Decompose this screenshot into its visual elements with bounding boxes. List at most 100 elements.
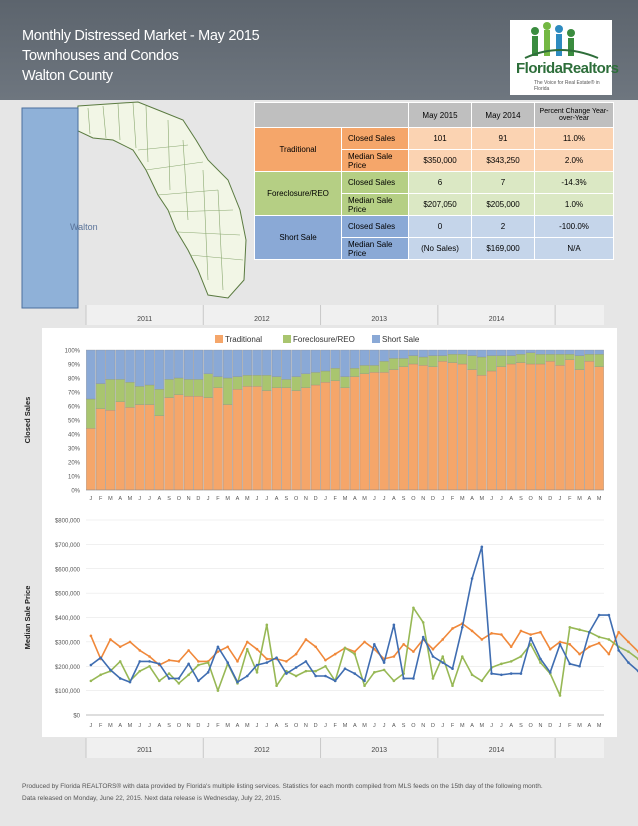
legend-label: Short Sale: [382, 335, 420, 344]
year-band-bottom: [86, 738, 604, 758]
month-label: M: [480, 496, 485, 502]
bar-segment: [565, 349, 575, 355]
bar-segment: [398, 349, 409, 359]
bar-segment: [154, 389, 165, 416]
bar-segment: [164, 349, 174, 380]
month-label: A: [470, 723, 474, 729]
month-label: J: [324, 723, 327, 729]
legend-label: Foreclosure/REO: [293, 335, 355, 344]
bar-segment: [174, 377, 184, 395]
bar-segment: [516, 354, 526, 363]
bar-segment: [408, 355, 419, 365]
bar-segment: [584, 349, 595, 355]
month-label: M: [343, 723, 348, 729]
month-label: J: [383, 723, 386, 729]
bar-segment: [164, 397, 174, 491]
bar-segment: [535, 363, 546, 491]
data-point: [353, 652, 357, 656]
month-label: N: [538, 723, 542, 729]
data-point: [480, 679, 484, 683]
data-point: [441, 638, 445, 641]
walton-map-label: Walton: [70, 222, 98, 232]
data-point: [441, 661, 445, 664]
data-point: [324, 658, 327, 662]
data-point: [597, 641, 601, 645]
bar-segment: [457, 354, 468, 365]
data-point: [500, 633, 503, 636]
month-label: A: [275, 723, 279, 729]
month-label: A: [118, 496, 122, 502]
value-cell: $350,000: [408, 149, 472, 172]
data-point: [548, 671, 552, 674]
y-tick-label: $200,000: [55, 665, 81, 671]
month-label: J: [500, 723, 503, 729]
data-point: [578, 628, 581, 631]
bar-segment: [340, 376, 350, 388]
bar-segment: [369, 349, 380, 366]
bar-segment: [350, 349, 360, 369]
data-point: [265, 657, 269, 661]
data-point: [470, 577, 474, 580]
logo-wordmark: FloridaRealtors: [516, 60, 619, 77]
metric-label: Median Sale Price: [341, 149, 409, 172]
data-point: [500, 662, 503, 666]
data-point: [568, 625, 572, 629]
data-point: [607, 613, 611, 617]
bar-segment: [584, 354, 595, 362]
year-label: 2013: [371, 747, 387, 754]
bar-segment: [183, 396, 194, 491]
bar-segment: [183, 349, 194, 380]
y-tick-label: $0: [73, 714, 80, 720]
bar-segment: [115, 349, 125, 380]
bar-segment: [477, 375, 487, 491]
bar-segment: [310, 384, 321, 491]
walton-county-shape: [21, 107, 79, 309]
data-point: [431, 647, 435, 651]
month-label: S: [285, 496, 289, 502]
bar-segment: [291, 349, 301, 377]
value-cell: 6: [408, 171, 472, 194]
bar-segment: [281, 387, 292, 491]
bar-segment: [398, 366, 409, 491]
month-label: J: [207, 723, 210, 729]
bar-segment: [135, 386, 145, 405]
footer-source: Produced by Florida REALTORS® with data …: [22, 783, 543, 790]
data-point: [314, 674, 317, 678]
data-point: [255, 671, 259, 674]
bar-segment: [301, 387, 311, 491]
bar-segment: [301, 373, 311, 388]
data-point: [539, 661, 542, 664]
month-label: N: [304, 723, 308, 729]
data-point: [216, 645, 220, 649]
data-point: [216, 689, 220, 692]
month-label: A: [236, 496, 240, 502]
bar-segment: [379, 349, 389, 362]
data-point: [460, 625, 464, 629]
month-label: J: [265, 723, 268, 729]
month-label: M: [128, 723, 133, 729]
data-point: [627, 650, 630, 653]
bar-segment: [281, 379, 292, 388]
value-cell: 7: [471, 171, 535, 194]
bar-segment: [359, 365, 370, 374]
month-label: F: [99, 723, 103, 729]
bar-segment: [144, 349, 155, 386]
month-label: F: [451, 496, 455, 502]
bar-segment: [408, 363, 419, 491]
month-label: O: [294, 496, 299, 502]
data-point: [509, 645, 513, 649]
bar-segment: [428, 366, 438, 491]
month-label: J: [373, 723, 376, 729]
data-point: [539, 657, 542, 661]
bar-segment: [555, 354, 565, 366]
month-label: M: [108, 723, 113, 729]
data-point: [285, 672, 288, 675]
data-point: [177, 677, 181, 680]
data-point: [392, 679, 396, 683]
data-point: [314, 645, 317, 649]
data-point: [177, 660, 181, 663]
month-label: M: [225, 723, 230, 729]
bar-segment: [86, 428, 96, 491]
month-label: M: [577, 723, 582, 729]
data-point: [148, 660, 151, 663]
